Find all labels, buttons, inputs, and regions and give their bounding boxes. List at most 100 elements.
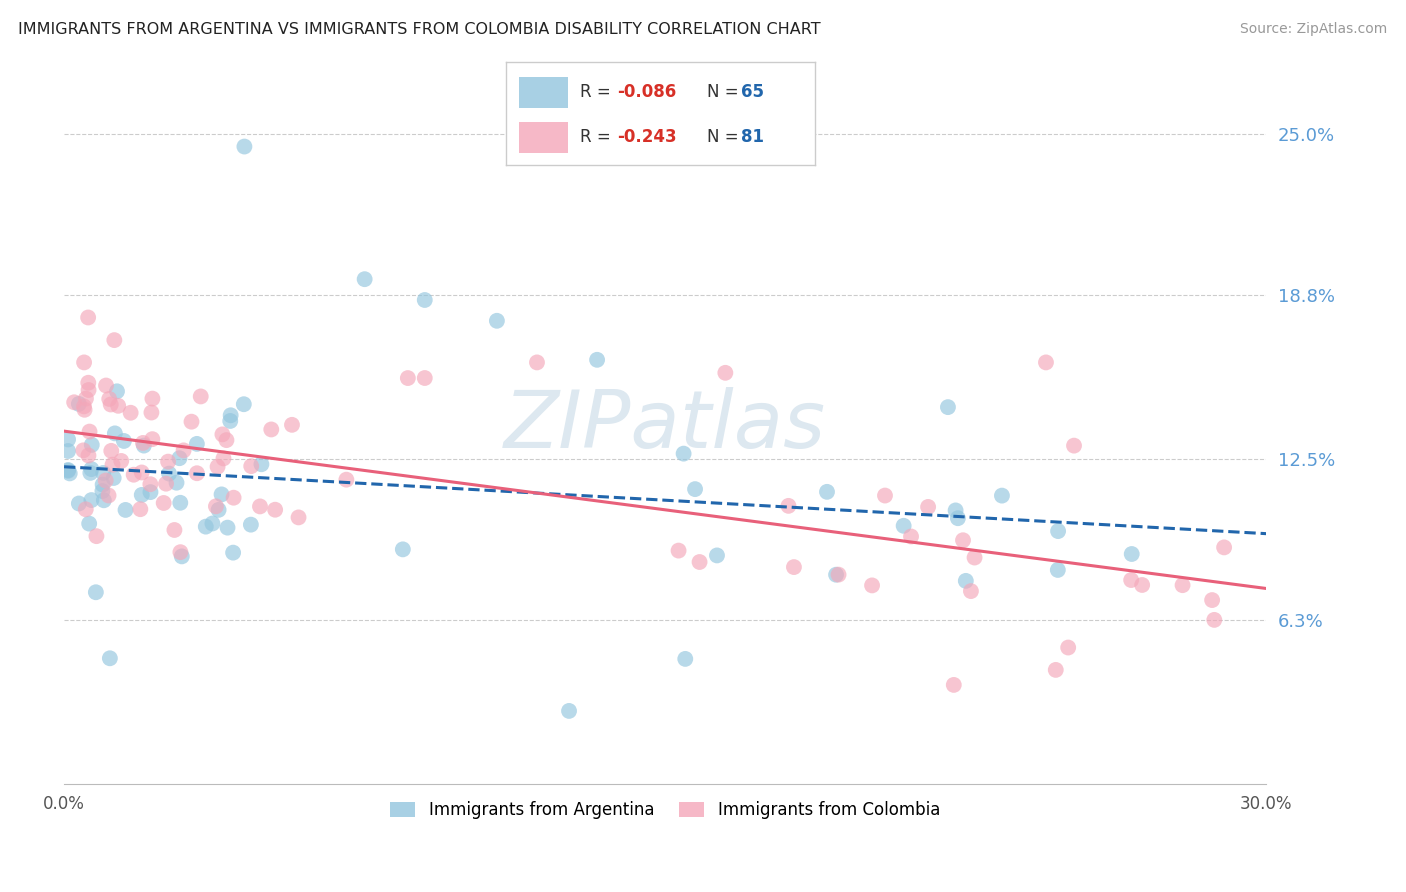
- Point: [673, 652, 696, 666]
- Text: N =: N =: [707, 83, 744, 101]
- Point: [169, 496, 191, 510]
- Point: [180, 415, 202, 429]
- Point: [80, 438, 103, 452]
- Point: [1121, 573, 1143, 587]
- Point: [98, 651, 121, 665]
- Point: [1047, 524, 1070, 538]
- Point: [103, 471, 125, 485]
- Point: [219, 414, 242, 428]
- Point: [91, 466, 114, 480]
- Point: [77, 449, 100, 463]
- Point: [170, 549, 193, 564]
- Point: [991, 489, 1014, 503]
- Point: [1063, 439, 1085, 453]
- Point: [79, 466, 101, 480]
- Point: [122, 467, 145, 482]
- Point: [77, 310, 100, 325]
- Point: [105, 384, 128, 399]
- Point: [93, 493, 115, 508]
- Point: [155, 476, 177, 491]
- Point: [75, 392, 97, 406]
- Point: [1213, 541, 1236, 555]
- Text: 81: 81: [741, 128, 765, 146]
- Point: [97, 488, 120, 502]
- Point: [281, 417, 304, 432]
- Point: [1201, 593, 1223, 607]
- Point: [201, 516, 224, 531]
- Text: Source: ZipAtlas.com: Source: ZipAtlas.com: [1240, 22, 1388, 37]
- Point: [526, 355, 548, 369]
- Point: [173, 443, 195, 458]
- Point: [56, 463, 79, 477]
- Point: [211, 427, 233, 442]
- Bar: [519, 122, 568, 153]
- Point: [222, 546, 245, 560]
- Point: [114, 503, 136, 517]
- Point: [152, 496, 174, 510]
- Point: [139, 477, 162, 491]
- Point: [80, 493, 103, 508]
- Point: [56, 433, 79, 447]
- Point: [287, 510, 309, 524]
- Point: [94, 474, 117, 488]
- Point: [392, 542, 415, 557]
- Point: [353, 272, 375, 286]
- Point: [77, 516, 100, 531]
- Point: [714, 366, 737, 380]
- Point: [217, 521, 239, 535]
- Point: [77, 376, 100, 390]
- Point: [100, 397, 122, 411]
- Point: [186, 467, 208, 481]
- Point: [157, 467, 180, 481]
- Point: [413, 293, 436, 307]
- Text: R =: R =: [581, 83, 616, 101]
- Point: [80, 462, 103, 476]
- Point: [91, 477, 114, 491]
- Point: [689, 555, 711, 569]
- Point: [413, 371, 436, 385]
- Point: [960, 584, 983, 599]
- Point: [827, 567, 849, 582]
- Point: [1045, 663, 1067, 677]
- Point: [100, 443, 122, 458]
- Point: [893, 518, 915, 533]
- Point: [194, 519, 217, 533]
- Point: [942, 678, 965, 692]
- Point: [207, 459, 229, 474]
- Point: [917, 500, 939, 514]
- Point: [232, 397, 254, 411]
- Text: IMMIGRANTS FROM ARGENTINA VS IMMIGRANTS FROM COLOMBIA DISABILITY CORRELATION CHA: IMMIGRANTS FROM ARGENTINA VS IMMIGRANTS …: [18, 22, 821, 37]
- Point: [955, 574, 977, 588]
- Text: R =: R =: [581, 128, 616, 146]
- Point: [166, 475, 188, 490]
- Point: [112, 434, 135, 448]
- Point: [249, 500, 271, 514]
- Point: [110, 454, 132, 468]
- Text: 65: 65: [741, 83, 765, 101]
- Point: [132, 439, 155, 453]
- Point: [945, 503, 967, 517]
- Point: [141, 392, 163, 406]
- Point: [900, 529, 922, 543]
- Point: [94, 378, 117, 392]
- Text: -0.243: -0.243: [617, 128, 678, 146]
- Point: [558, 704, 581, 718]
- Point: [825, 567, 848, 582]
- Point: [1171, 578, 1194, 592]
- Point: [668, 543, 690, 558]
- Point: [706, 549, 728, 563]
- Point: [233, 139, 256, 153]
- Point: [1121, 547, 1143, 561]
- Point: [586, 352, 609, 367]
- Point: [250, 457, 273, 471]
- Point: [485, 314, 508, 328]
- Point: [141, 432, 163, 446]
- Point: [860, 578, 883, 592]
- Point: [77, 383, 100, 397]
- Point: [205, 500, 228, 514]
- Point: [212, 451, 235, 466]
- Point: [1046, 563, 1069, 577]
- Point: [211, 487, 233, 501]
- Point: [132, 436, 155, 450]
- Point: [86, 529, 108, 543]
